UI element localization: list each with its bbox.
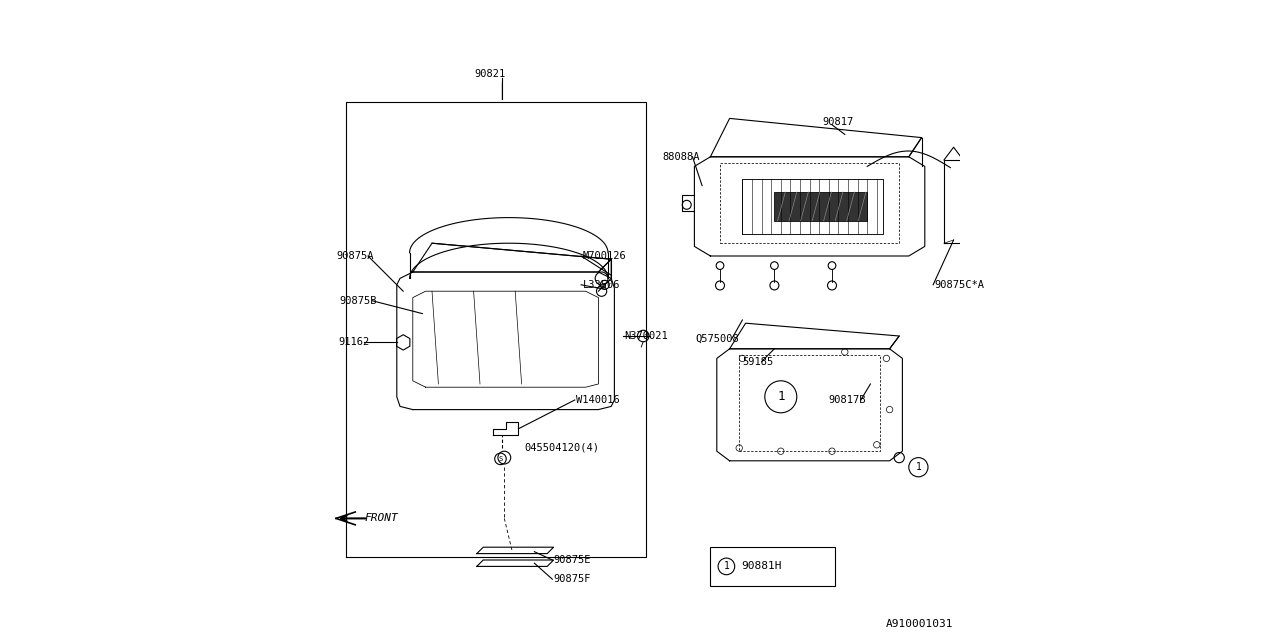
Text: 90875A: 90875A	[335, 251, 374, 261]
Text: 90821: 90821	[474, 68, 506, 79]
Text: 91162: 91162	[338, 337, 369, 348]
Text: W140016: W140016	[576, 395, 620, 405]
Text: 1: 1	[915, 462, 922, 472]
Text: 88088A: 88088A	[663, 152, 700, 162]
Text: 90875F: 90875F	[554, 574, 591, 584]
Text: M700126: M700126	[582, 251, 626, 261]
FancyBboxPatch shape	[710, 547, 835, 586]
Text: 90875C*A: 90875C*A	[934, 280, 984, 290]
Text: 90875E: 90875E	[554, 555, 591, 565]
Text: L33506: L33506	[582, 280, 620, 290]
Text: N370021: N370021	[625, 331, 668, 341]
Text: 1: 1	[723, 561, 730, 572]
Text: 045504120(4): 045504120(4)	[525, 443, 600, 453]
Text: 90875B: 90875B	[339, 296, 376, 306]
Text: S: S	[498, 456, 503, 462]
Text: A910001031: A910001031	[886, 619, 954, 629]
Text: FRONT: FRONT	[365, 513, 398, 524]
Text: 1: 1	[777, 390, 785, 403]
Text: 90817: 90817	[823, 116, 854, 127]
Text: 59185: 59185	[742, 356, 773, 367]
Polygon shape	[774, 192, 868, 221]
Text: 90881H: 90881H	[741, 561, 782, 572]
Text: 90817B: 90817B	[829, 395, 867, 405]
Text: Q575008: Q575008	[696, 334, 740, 344]
